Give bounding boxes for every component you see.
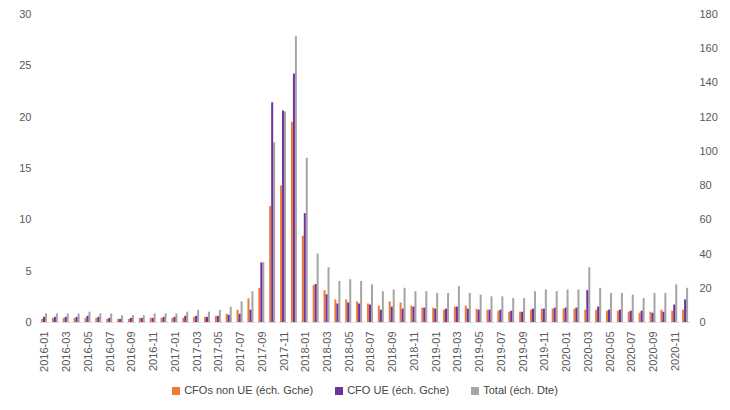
svg-text:2017-05: 2017-05 (212, 332, 224, 372)
html-text:CFO UE (éch. Gche): CFO UE (éch. Gche) (347, 384, 450, 396)
svg-text:5: 5 (25, 265, 31, 277)
svg-text:25: 25 (19, 59, 31, 71)
svg-text:60: 60 (700, 213, 712, 225)
svg-text:2017-11: 2017-11 (278, 332, 290, 372)
svg-text:40: 40 (700, 248, 712, 260)
svg-text:2020-03: 2020-03 (582, 332, 594, 372)
svg-text:2017-07: 2017-07 (234, 332, 246, 372)
svg-text:15: 15 (19, 162, 31, 174)
svg-text:2018-01: 2018-01 (299, 332, 311, 372)
svg-text:2018-05: 2018-05 (343, 332, 355, 372)
svg-text:2017-01: 2017-01 (169, 332, 181, 372)
svg-text:2020-11: 2020-11 (669, 332, 681, 372)
svg-text:0: 0 (700, 316, 706, 328)
svg-text:2019-07: 2019-07 (495, 332, 507, 372)
svg-text:2016-03: 2016-03 (60, 332, 72, 372)
svg-text:2019-09: 2019-09 (517, 332, 529, 372)
svg-text:2019-01: 2019-01 (430, 332, 442, 372)
svg-text:2016-05: 2016-05 (82, 332, 94, 372)
svg-text:2018-07: 2018-07 (364, 332, 376, 372)
svg-text:2020-09: 2020-09 (647, 332, 659, 372)
svg-text:2018-11: 2018-11 (408, 332, 420, 372)
html-text:Total (éch. Dte): Total (éch. Dte) (483, 384, 558, 396)
svg-text:2016-01: 2016-01 (38, 332, 50, 372)
svg-text:2018-03: 2018-03 (321, 332, 333, 372)
svg-text:30: 30 (19, 8, 31, 20)
svg-text:120: 120 (700, 111, 718, 123)
svg-text:20: 20 (700, 282, 712, 294)
svg-text:2020-07: 2020-07 (625, 332, 637, 372)
svg-text:2020-01: 2020-01 (560, 332, 572, 372)
svg-text:2019-03: 2019-03 (451, 332, 463, 372)
svg-text:2020-05: 2020-05 (604, 332, 616, 372)
svg-text:20: 20 (19, 111, 31, 123)
svg-text:80: 80 (700, 179, 712, 191)
svg-text:180: 180 (700, 8, 718, 20)
svg-text:2016-09: 2016-09 (125, 332, 137, 372)
html-text:CFOs non UE (éch. Gche): CFOs non UE (éch. Gche) (184, 384, 314, 396)
svg-text:2019-05: 2019-05 (473, 332, 485, 372)
svg-text:100: 100 (700, 145, 718, 157)
svg-text:140: 140 (700, 76, 718, 88)
svg-text:0: 0 (25, 316, 31, 328)
svg-text:2016-07: 2016-07 (104, 332, 116, 372)
svg-text:2018-09: 2018-09 (386, 332, 398, 372)
svg-text:10: 10 (19, 213, 31, 225)
svg-text:2016-11: 2016-11 (147, 332, 159, 372)
svg-text:160: 160 (700, 42, 718, 54)
svg-text:2017-09: 2017-09 (256, 332, 268, 372)
svg-text:2019-11: 2019-11 (538, 332, 550, 372)
svg-text:2017-03: 2017-03 (191, 332, 203, 372)
